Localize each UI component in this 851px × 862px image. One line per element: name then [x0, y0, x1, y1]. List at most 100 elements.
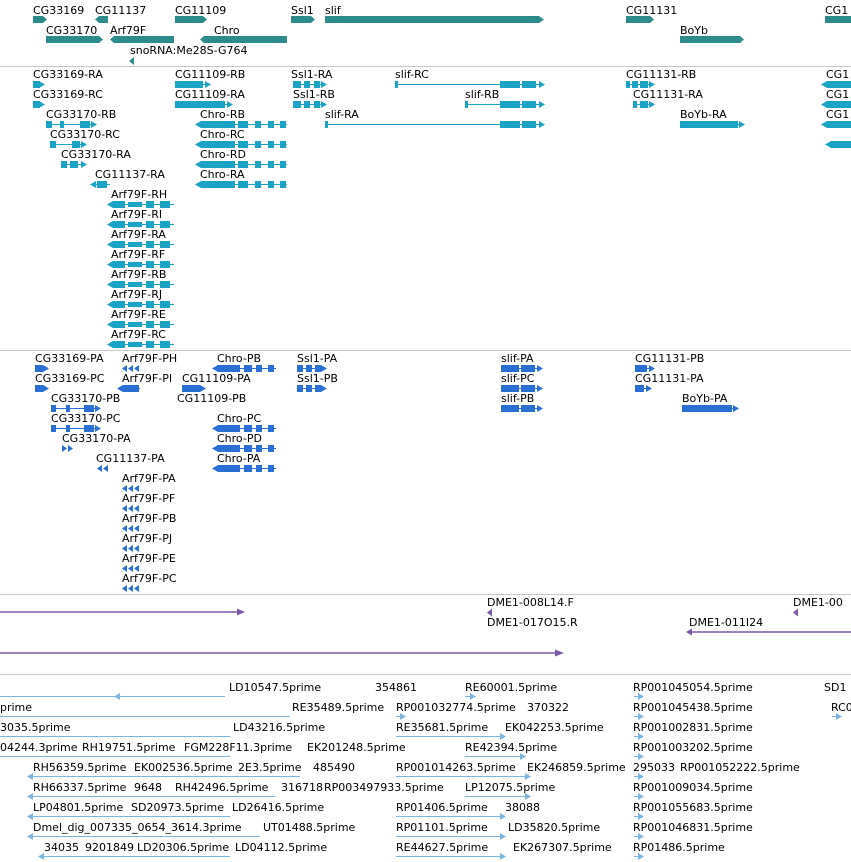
- protein-glyph[interactable]: [122, 585, 127, 592]
- transcript-glyph[interactable]: [128, 342, 142, 347]
- protein-glyph[interactable]: [501, 405, 519, 412]
- transcript-glyph[interactable]: [113, 261, 125, 268]
- protein-glyph[interactable]: [134, 565, 139, 572]
- transcript-glyph[interactable]: [255, 181, 261, 188]
- transcript-glyph[interactable]: [160, 241, 170, 248]
- transcript-glyph[interactable]: [321, 101, 327, 108]
- gene-glyph[interactable]: [825, 16, 851, 23]
- transcript-glyph[interactable]: [113, 341, 125, 348]
- protein-label[interactable]: CG11137-PA: [96, 452, 165, 465]
- protein-glyph[interactable]: [128, 585, 133, 592]
- transcript-label[interactable]: Arf79F-RF: [111, 248, 165, 261]
- protein-glyph[interactable]: [521, 385, 535, 392]
- transcript-glyph[interactable]: [255, 141, 261, 148]
- clone-label[interactable]: DME1-017O15.R: [487, 616, 578, 629]
- transcript-glyph[interactable]: [821, 101, 827, 108]
- transcript-glyph[interactable]: [632, 81, 638, 88]
- transcript-glyph[interactable]: [107, 241, 113, 248]
- transcript-label[interactable]: CG1: [826, 68, 849, 81]
- protein-label[interactable]: slif-PA: [501, 352, 534, 365]
- protein-glyph[interactable]: [117, 385, 123, 392]
- gene-glyph[interactable]: [110, 36, 174, 43]
- gene-label[interactable]: Ssl1: [291, 4, 314, 17]
- transcript-glyph[interactable]: [825, 141, 831, 148]
- transcript-label[interactable]: CG11109-RB: [175, 68, 245, 81]
- protein-glyph[interactable]: [212, 365, 218, 372]
- transcript-glyph[interactable]: [160, 281, 170, 288]
- est-label[interactable]: RE42394.5prime: [465, 741, 557, 754]
- transcript-glyph[interactable]: [268, 181, 274, 188]
- est-glyph[interactable]: [638, 793, 644, 800]
- clone-glyph[interactable]: [487, 608, 492, 617]
- est-glyph[interactable]: [520, 753, 526, 760]
- protein-glyph[interactable]: [212, 445, 218, 452]
- protein-glyph[interactable]: [62, 445, 67, 452]
- transcript-glyph[interactable]: [268, 161, 274, 168]
- transcript-glyph[interactable]: [293, 81, 301, 88]
- clone-glyph[interactable]: [686, 628, 692, 636]
- protein-glyph[interactable]: [521, 405, 535, 412]
- protein-glyph[interactable]: [321, 385, 327, 392]
- est-label[interactable]: RH19751.5prime: [82, 741, 176, 754]
- protein-label[interactable]: CG33170-PA: [62, 432, 131, 445]
- transcript-glyph[interactable]: [81, 141, 87, 148]
- protein-glyph[interactable]: [501, 385, 519, 392]
- protein-glyph[interactable]: [97, 465, 102, 472]
- est-glyph[interactable]: [38, 853, 44, 860]
- protein-label[interactable]: CG33170-PC: [51, 412, 121, 425]
- transcript-glyph[interactable]: [107, 261, 113, 268]
- protein-glyph[interactable]: [733, 405, 739, 412]
- transcript-glyph[interactable]: [522, 81, 536, 88]
- transcript-label[interactable]: Arf79F-RJ: [111, 288, 162, 301]
- transcript-glyph[interactable]: [160, 261, 170, 268]
- est-label[interactable]: 38088: [505, 801, 540, 814]
- protein-glyph[interactable]: [218, 365, 240, 372]
- protein-glyph[interactable]: [268, 445, 274, 452]
- est-label[interactable]: RP001045054.5prime: [633, 681, 753, 694]
- transcript-glyph[interactable]: [107, 281, 113, 288]
- transcript-glyph[interactable]: [107, 301, 113, 308]
- protein-glyph[interactable]: [244, 365, 252, 372]
- transcript-glyph[interactable]: [195, 161, 201, 168]
- protein-label[interactable]: Chro-PD: [217, 432, 262, 445]
- est-glyph[interactable]: [500, 733, 506, 740]
- est-label[interactable]: RP001009034.5prime: [633, 781, 753, 794]
- transcript-label[interactable]: Chro-RD: [200, 148, 246, 161]
- transcript-glyph[interactable]: [160, 201, 170, 208]
- protein-label[interactable]: CG11131-PB: [635, 352, 704, 365]
- transcript-glyph[interactable]: [465, 101, 468, 108]
- transcript-glyph[interactable]: [107, 341, 113, 348]
- est-label[interactable]: 316718: [281, 781, 323, 794]
- protein-label[interactable]: Arf79F-PH: [122, 352, 177, 365]
- transcript-glyph[interactable]: [146, 201, 154, 208]
- est-label[interactable]: LD10547.5prime: [229, 681, 321, 694]
- transcript-glyph[interactable]: [70, 161, 78, 168]
- protein-glyph[interactable]: [268, 465, 274, 472]
- est-glyph[interactable]: [638, 813, 644, 820]
- clone-glyph[interactable]: [237, 608, 245, 616]
- protein-glyph[interactable]: [134, 485, 139, 492]
- protein-glyph[interactable]: [649, 365, 655, 372]
- est-label[interactable]: RE60001.5prime: [465, 681, 557, 694]
- protein-label[interactable]: Arf79F-PB: [122, 512, 176, 525]
- protein-glyph[interactable]: [51, 405, 56, 412]
- transcript-glyph[interactable]: [325, 121, 328, 128]
- transcript-glyph[interactable]: [113, 281, 125, 288]
- protein-label[interactable]: CG33170-PB: [51, 392, 120, 405]
- est-label[interactable]: 3035.5prime: [0, 721, 71, 734]
- protein-glyph[interactable]: [122, 545, 127, 552]
- transcript-label[interactable]: CG1: [826, 88, 849, 101]
- protein-glyph[interactable]: [43, 365, 49, 372]
- transcript-glyph[interactable]: [128, 322, 142, 327]
- transcript-glyph[interactable]: [739, 121, 745, 128]
- transcript-glyph[interactable]: [146, 301, 154, 308]
- transcript-glyph[interactable]: [160, 321, 170, 328]
- transcript-label[interactable]: CG11137-RA: [95, 168, 165, 181]
- transcript-glyph[interactable]: [649, 101, 655, 108]
- gene-glyph[interactable]: [129, 57, 134, 65]
- transcript-glyph[interactable]: [522, 121, 536, 128]
- transcript-label[interactable]: Chro-RC: [200, 128, 245, 141]
- est-glyph[interactable]: [27, 813, 33, 820]
- est-label[interactable]: RP001002831.5prime: [633, 721, 753, 734]
